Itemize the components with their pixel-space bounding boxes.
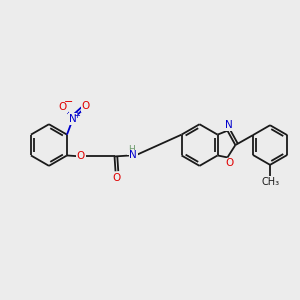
Text: N: N bbox=[69, 114, 77, 124]
Text: H: H bbox=[128, 145, 135, 154]
Text: O: O bbox=[77, 152, 85, 161]
Text: O: O bbox=[112, 173, 121, 183]
Text: O: O bbox=[82, 101, 90, 111]
Text: N: N bbox=[225, 120, 232, 130]
Text: O: O bbox=[225, 158, 234, 168]
Text: O: O bbox=[59, 102, 67, 112]
Text: +: + bbox=[74, 111, 80, 120]
Text: CH₃: CH₃ bbox=[261, 177, 279, 187]
Text: −: − bbox=[64, 97, 74, 107]
Text: N: N bbox=[130, 150, 137, 161]
